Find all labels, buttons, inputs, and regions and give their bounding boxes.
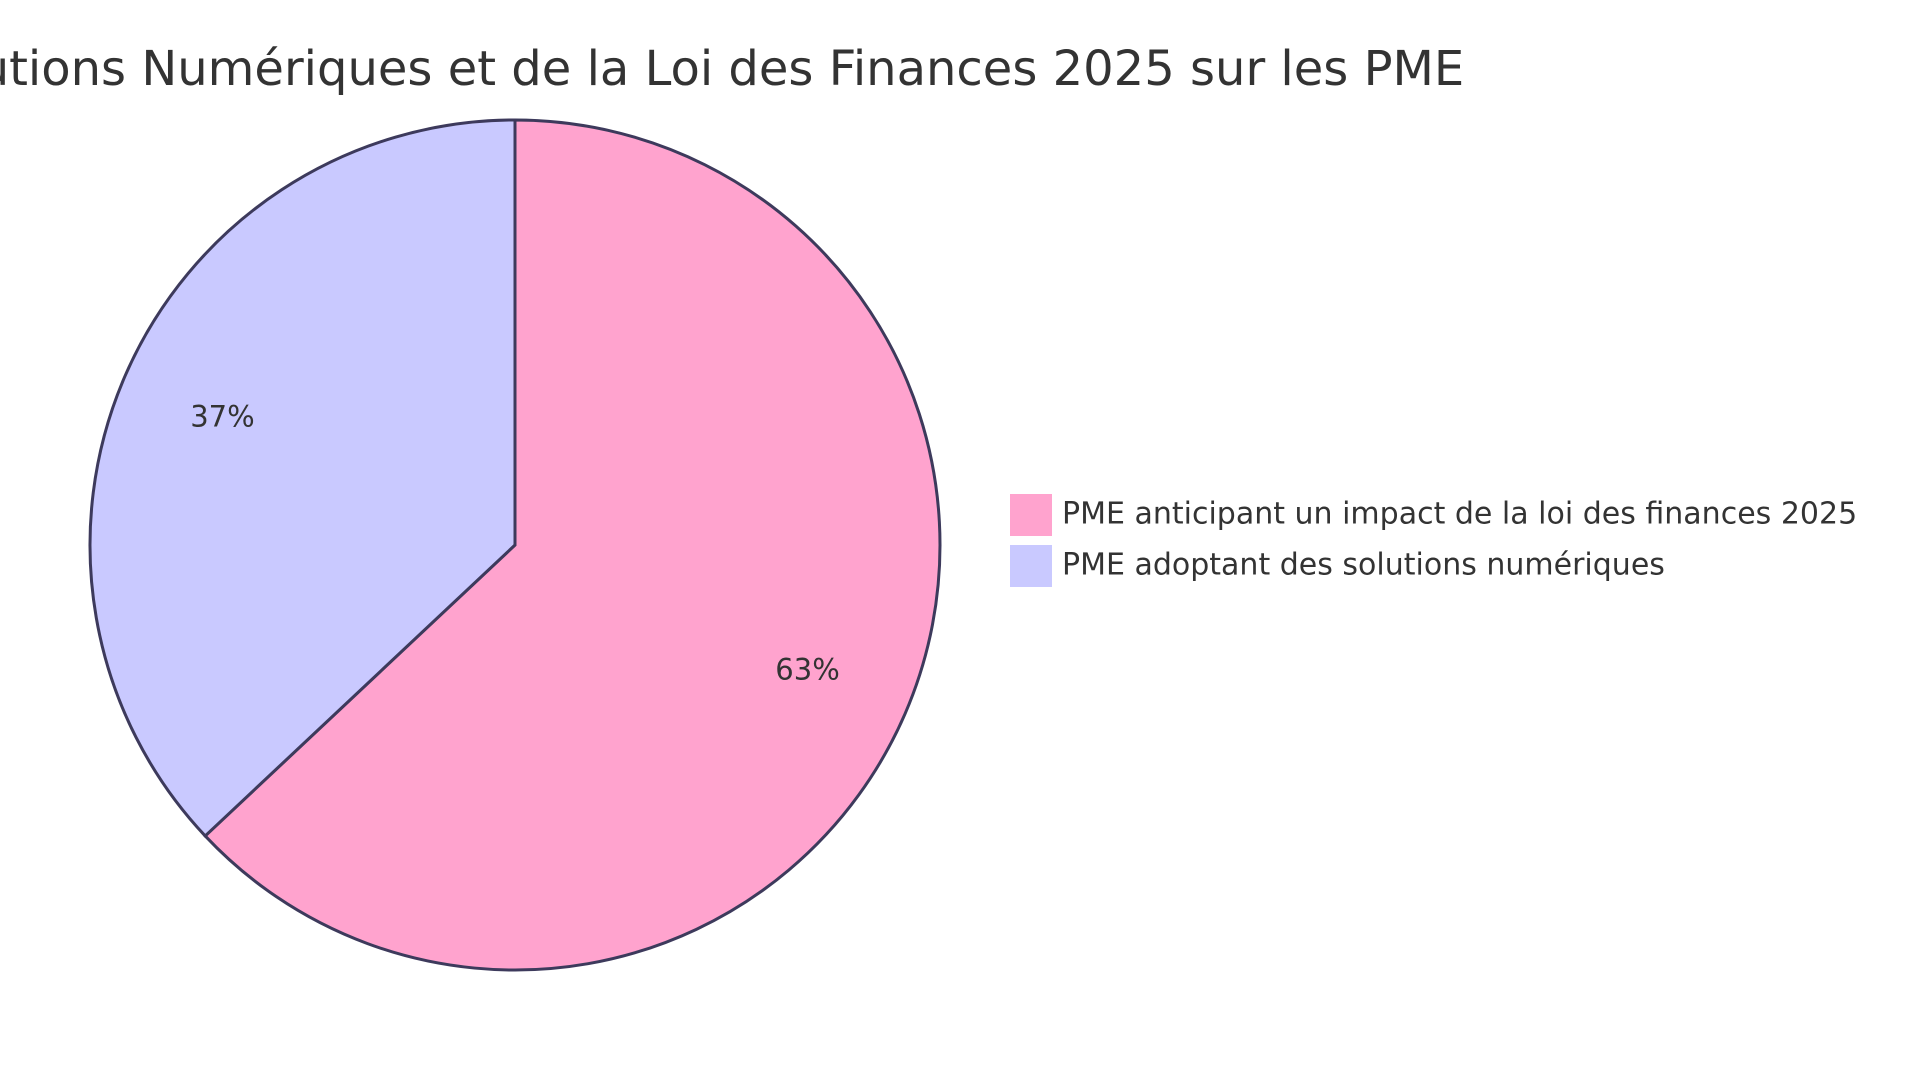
pie-slices [88, 118, 942, 972]
pie-slice-labels: 63% 37% [190, 399, 840, 686]
pie-slice-1 [203, 118, 942, 972]
legend-swatch-2 [1010, 545, 1052, 587]
chart-title: Adoption des Solutions Numériques et de … [0, 41, 1464, 97]
legend-label-2: PME adoptant des solutions numériques [1062, 548, 1665, 583]
legend-swatch-1 [1010, 494, 1052, 536]
legend: PME anticipant un impact de la loi des f… [1010, 494, 1857, 587]
pie-slice-label-1: 63% [775, 653, 839, 687]
legend-label-1: PME anticipant un impact de la loi des f… [1062, 497, 1857, 532]
pie-slice-label-2: 37% [190, 399, 254, 433]
pie-slice-2 [88, 118, 517, 839]
